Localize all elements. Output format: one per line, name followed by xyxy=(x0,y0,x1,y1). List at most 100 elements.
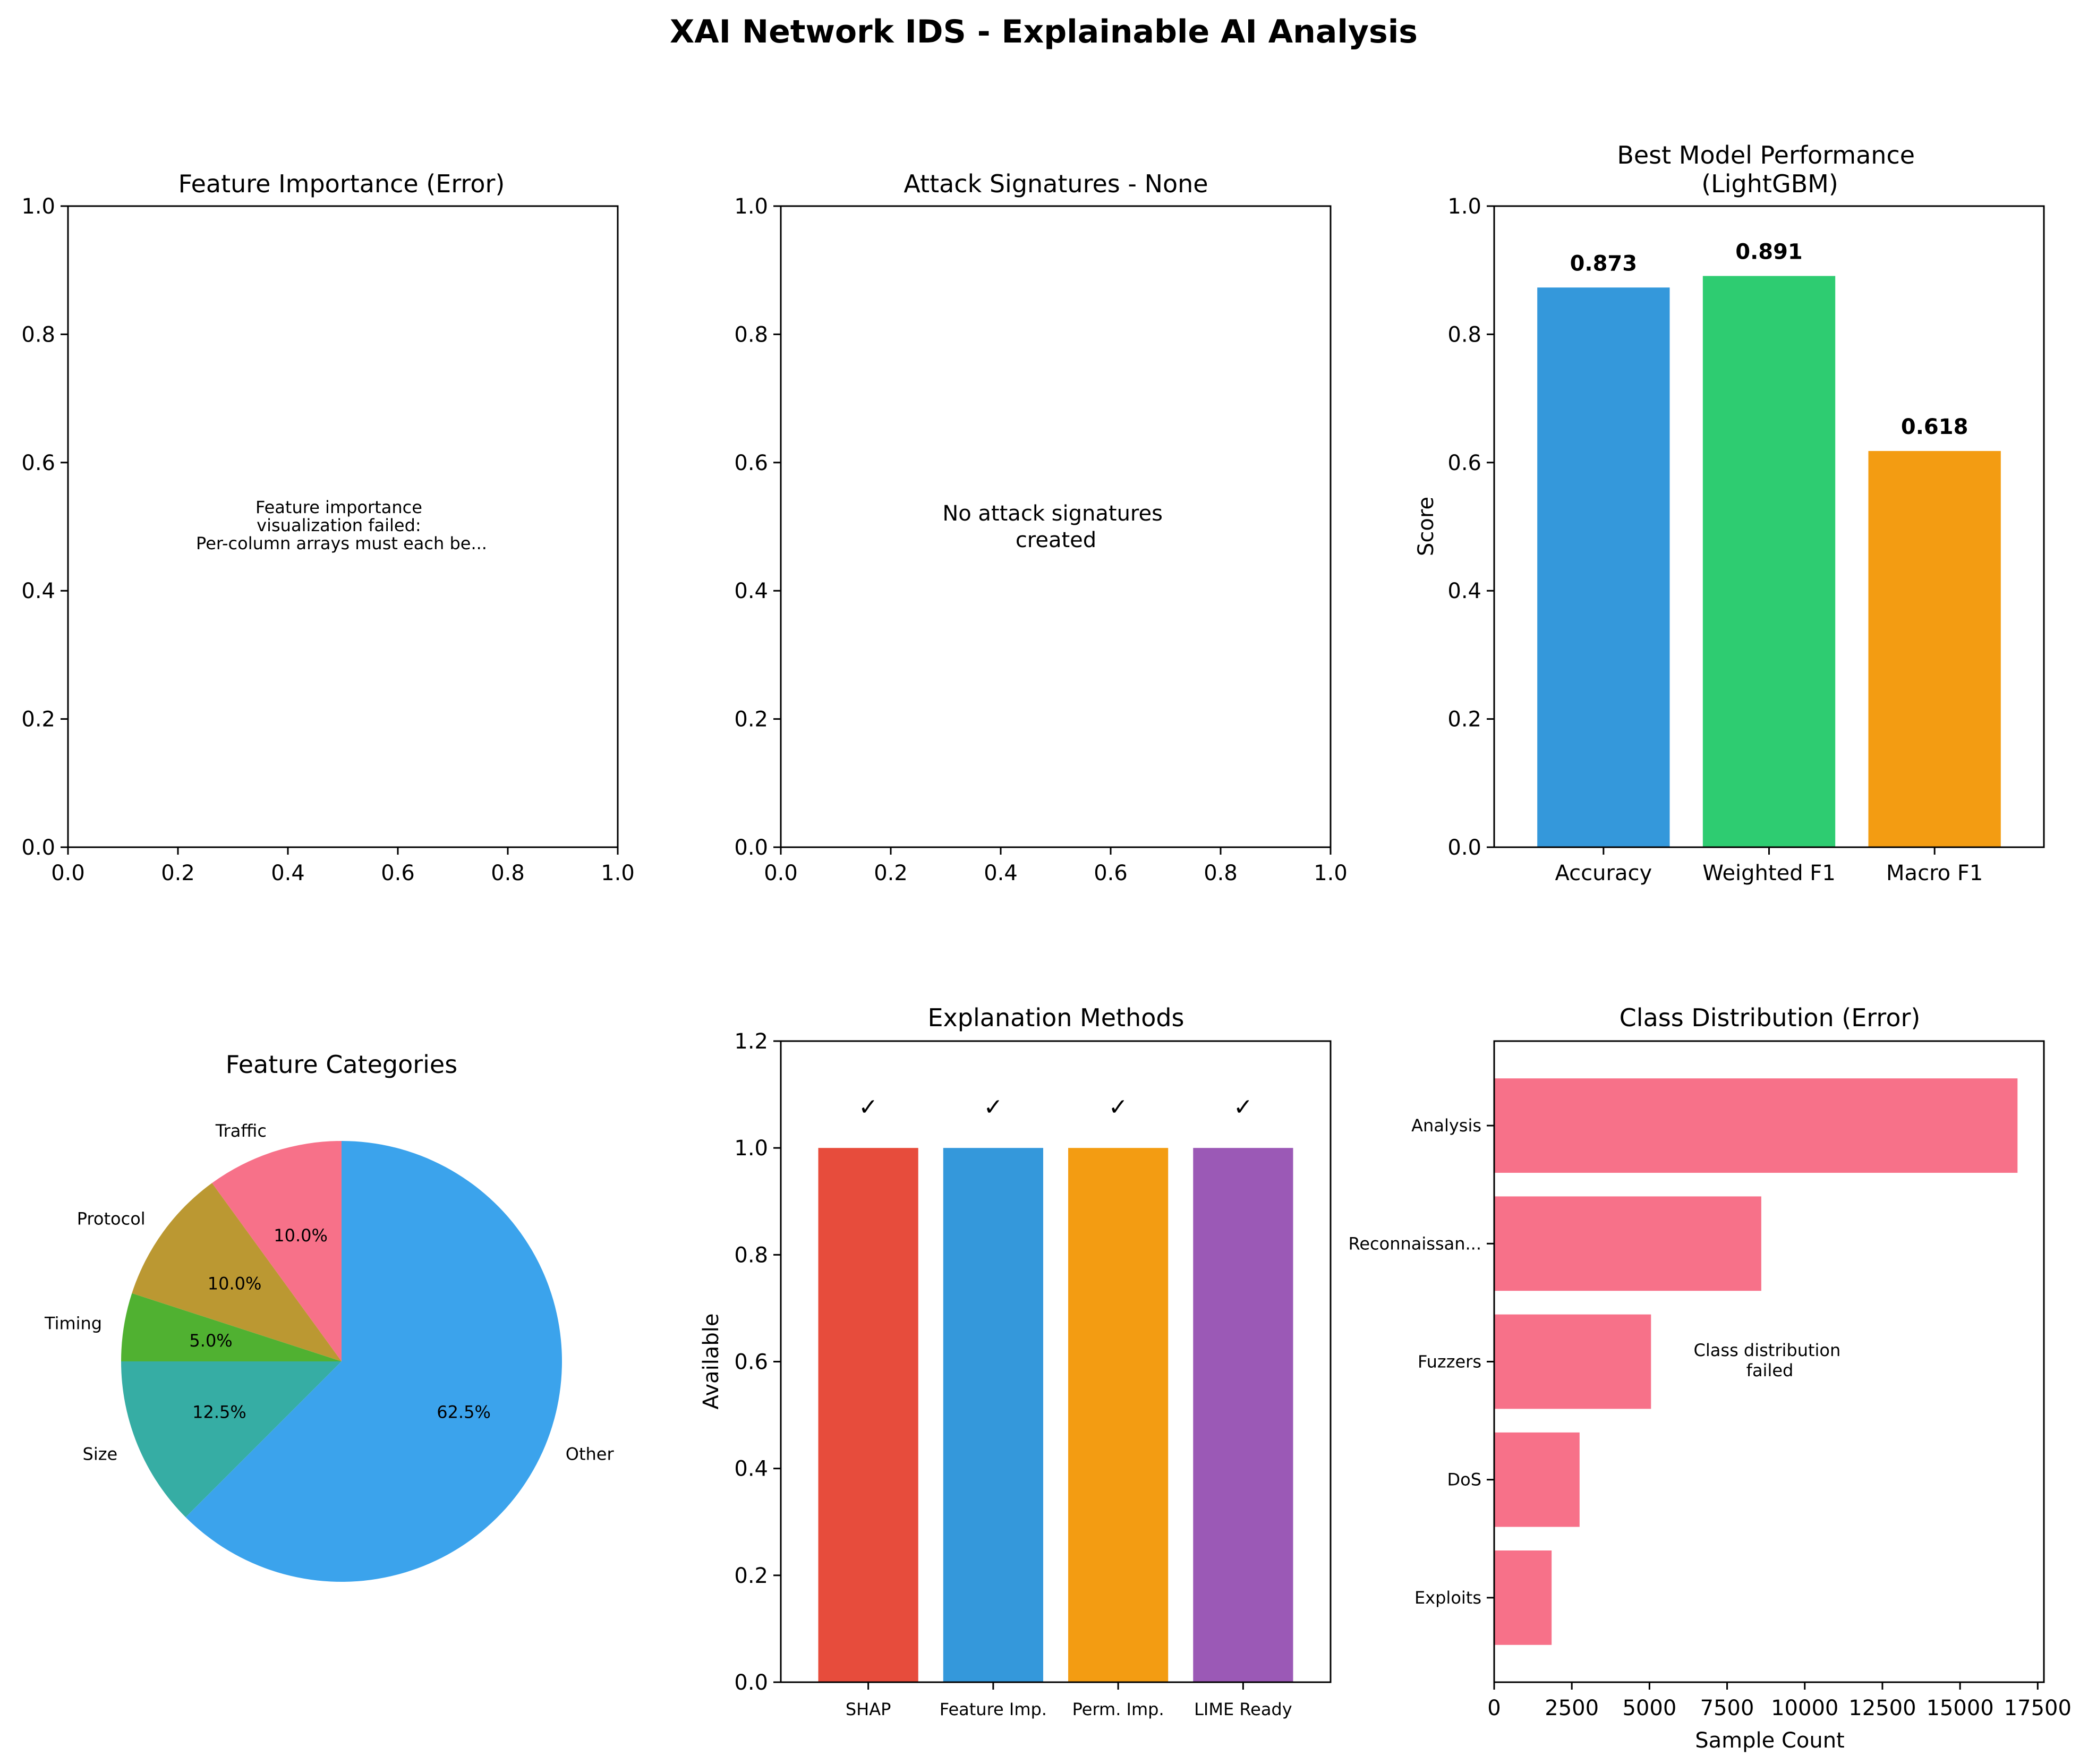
x-tick-label: Accuracy xyxy=(1555,861,1652,885)
x-tick-label: 0.0 xyxy=(764,861,798,885)
y-tick-label: 0.8 xyxy=(21,322,55,347)
panel-title: Class Distribution (Error) xyxy=(1620,1003,1921,1032)
x-tick-label: 10000 xyxy=(1771,1696,1838,1720)
x-tick-label: 0.2 xyxy=(161,861,195,885)
pie: Traffic 10.0% Protocol 10.0% Timing 5.0% Size 1… xyxy=(44,1121,614,1582)
y-tick-label: 0.6 xyxy=(734,451,768,475)
annotation-line: visualization failed: xyxy=(257,515,421,535)
x-tick-label: 15000 xyxy=(1926,1696,1993,1720)
check-mark: ✓ xyxy=(858,1094,878,1121)
y-tick-label: 1.2 xyxy=(734,1029,768,1054)
x-tick-label: 0.0 xyxy=(51,861,85,885)
data-label: 0.618 xyxy=(1901,415,1968,439)
error-annotation: Class distribution failed xyxy=(1694,1340,1846,1380)
pie-slice xyxy=(185,1141,563,1582)
slice-label: Timing xyxy=(44,1314,102,1334)
figure-title: XAI Network IDS - Explainable AI Analysi… xyxy=(670,13,1418,50)
y-tick-label: Reconnaissan... xyxy=(1349,1233,1481,1254)
x-tick-label: 1.0 xyxy=(601,861,635,885)
x-tick-label: Feature Imp. xyxy=(940,1699,1047,1719)
x-tick-label: 2500 xyxy=(1545,1696,1599,1720)
bar xyxy=(1494,1432,1580,1527)
panel-title: Best Model Performance (LightGBM) xyxy=(1617,141,1922,198)
bar xyxy=(1494,1196,1761,1291)
x-tick-label: 1.0 xyxy=(1314,861,1348,885)
bar xyxy=(1193,1148,1293,1682)
bar xyxy=(943,1148,1043,1682)
y-tick-label: 0.2 xyxy=(1447,708,1481,732)
annotation-line: failed xyxy=(1746,1360,1794,1380)
bar xyxy=(818,1148,918,1682)
panel-attack-signatures: Attack Signatures - None 0.0 0.2 0.4 0.6 0.8… xyxy=(734,169,1347,885)
y-tick-label: Exploits xyxy=(1414,1588,1481,1608)
slice-percent: 10.0% xyxy=(274,1225,328,1246)
x-tick-label: 5000 xyxy=(1622,1696,1676,1720)
slice-label: Protocol xyxy=(77,1209,146,1229)
y-tick-label: DoS xyxy=(1447,1470,1481,1490)
y-tick-label: 1.0 xyxy=(1447,194,1481,219)
x-tick-label: LIME Ready xyxy=(1194,1699,1292,1719)
slice-percent: 10.0% xyxy=(208,1274,262,1294)
x-axis-ticks: SHAP Feature Imp. Perm. Imp. LIME Ready xyxy=(846,1682,1292,1719)
y-tick-label: 0.4 xyxy=(734,1457,768,1481)
panel-best-model-performance: Best Model Performance (LightGBM) 0.873 0… xyxy=(1414,141,2045,885)
y-tick-label: 0.8 xyxy=(1447,322,1481,347)
x-axis-ticks: 0.0 0.2 0.4 0.6 0.8 1.0 xyxy=(764,847,1348,885)
data-label: 0.891 xyxy=(1735,240,1803,265)
y-tick-label: 0.6 xyxy=(734,1350,768,1375)
x-axis-ticks: Accuracy Weighted F1 Macro F1 xyxy=(1555,847,1983,885)
panel-title: Feature Categories xyxy=(226,1050,457,1079)
bar xyxy=(1537,287,1670,847)
panel-feature-categories: Feature Categories Traffic 10.0% Protocol 1… xyxy=(44,1050,614,1582)
panel-class-distribution: Class Distribution (Error) 0 2500 5000 7500… xyxy=(1349,1003,2072,1753)
y-tick-label: 0.6 xyxy=(21,451,55,475)
y-tick-label: 1.0 xyxy=(734,194,768,219)
x-tick-label: 0.8 xyxy=(491,861,525,885)
title-line: (LightGBM) xyxy=(1701,169,1838,198)
bars: 0.873 0.891 0.618 xyxy=(1537,240,2001,847)
annotation-line: Feature importance xyxy=(255,497,422,517)
y-tick-label: Fuzzers xyxy=(1418,1352,1481,1372)
x-tick-label: Macro F1 xyxy=(1886,861,1983,885)
y-tick-label: 0.0 xyxy=(734,836,768,860)
panel-title: Feature Importance (Error) xyxy=(178,169,505,198)
check-mark: ✓ xyxy=(983,1094,1003,1121)
title-line: Best Model Performance xyxy=(1617,141,1915,169)
y-tick-label: 0.6 xyxy=(1447,451,1481,475)
slice-percent: 62.5% xyxy=(437,1402,491,1422)
bar xyxy=(1494,1314,1651,1409)
slice-label: Size xyxy=(83,1444,118,1464)
bar xyxy=(1702,276,1836,847)
annotation-line: Per-column arrays must each be... xyxy=(196,533,487,553)
y-axis-ticks: 0.0 0.2 0.4 0.6 0.8 1.0 xyxy=(734,194,781,860)
y-tick-label: Analysis xyxy=(1411,1115,1481,1136)
y-tick-label: 1.0 xyxy=(21,194,55,219)
x-tick-label: 0.4 xyxy=(984,861,1018,885)
plot-frame xyxy=(780,205,1332,848)
slice-label: Traffic xyxy=(215,1121,267,1141)
annotation-line: created xyxy=(1016,528,1096,552)
x-tick-label: 0 xyxy=(1487,1696,1501,1720)
pie-slice xyxy=(121,1293,342,1361)
pie-slice xyxy=(212,1141,342,1361)
y-tick-label: 0.0 xyxy=(734,1671,768,1695)
panel-explanation-methods: Explanation Methods ✓ ✓ ✓ ✓ SHAP Feature Imp… xyxy=(699,1003,1332,1719)
pie-slice xyxy=(121,1361,342,1518)
y-tick-label: 0.4 xyxy=(21,579,55,603)
y-axis-ticks: 0.0 0.2 0.4 0.6 0.8 1.0 xyxy=(21,194,68,860)
x-tick-label: 0.6 xyxy=(381,861,415,885)
annotation-line: No attack signatures xyxy=(942,501,1163,526)
data-label: 0.873 xyxy=(1570,251,1638,276)
y-tick-label: 0.8 xyxy=(734,1243,768,1267)
bar xyxy=(1494,1550,1552,1645)
y-tick-label: 0.2 xyxy=(21,708,55,732)
y-axis-label: Score xyxy=(1414,497,1438,556)
bars: ✓ ✓ ✓ ✓ xyxy=(818,1094,1293,1682)
slice-percent: 5.0% xyxy=(189,1331,232,1351)
error-annotation: Feature importance visualization failed:… xyxy=(196,497,487,553)
y-tick-label: 0.8 xyxy=(734,322,768,347)
pie-slice xyxy=(132,1183,342,1361)
bar xyxy=(1868,451,2001,847)
x-tick-label: 0.8 xyxy=(1204,861,1238,885)
